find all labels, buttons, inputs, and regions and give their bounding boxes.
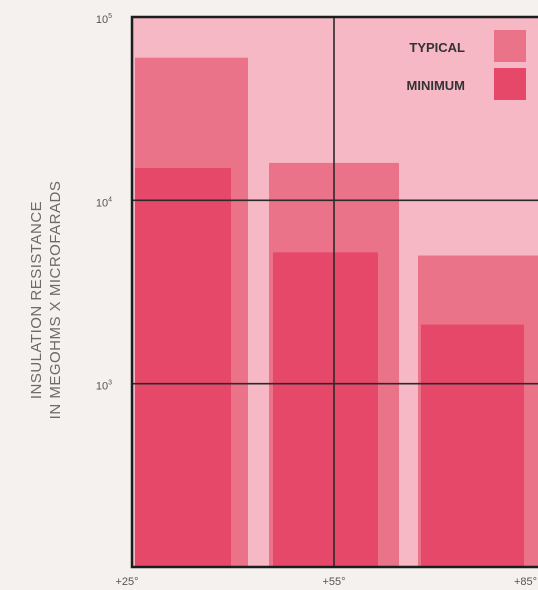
bar-minimum-3 bbox=[421, 324, 524, 567]
legend-swatch-minimum bbox=[494, 68, 526, 100]
y-tick-label-2: 104 bbox=[96, 196, 112, 209]
x-tick-label-1: +25° bbox=[115, 576, 138, 588]
legend-swatch-typical bbox=[494, 30, 526, 62]
x-tick-label-3: +85° bbox=[514, 576, 537, 588]
y-axis-label: INSULATION RESISTANCE IN MEGOHMS X MICRO… bbox=[27, 135, 65, 465]
y-tick-label-1: 105 bbox=[96, 13, 112, 26]
x-tick-label-2: +55° bbox=[322, 576, 345, 588]
y-axis-label-line-2: IN MEGOHMS X MICROFARADS bbox=[47, 180, 64, 420]
legend-label-typical: TYPICAL bbox=[409, 40, 465, 55]
bar-minimum-1 bbox=[135, 168, 231, 568]
y-axis-label-line-1: INSULATION RESISTANCE bbox=[28, 200, 45, 400]
y-tick-label-3: 103 bbox=[96, 380, 112, 393]
bar-minimum-2 bbox=[273, 252, 378, 567]
plot-frame bbox=[130, 15, 538, 569]
legend-label-minimum: MINIMUM bbox=[407, 78, 466, 93]
